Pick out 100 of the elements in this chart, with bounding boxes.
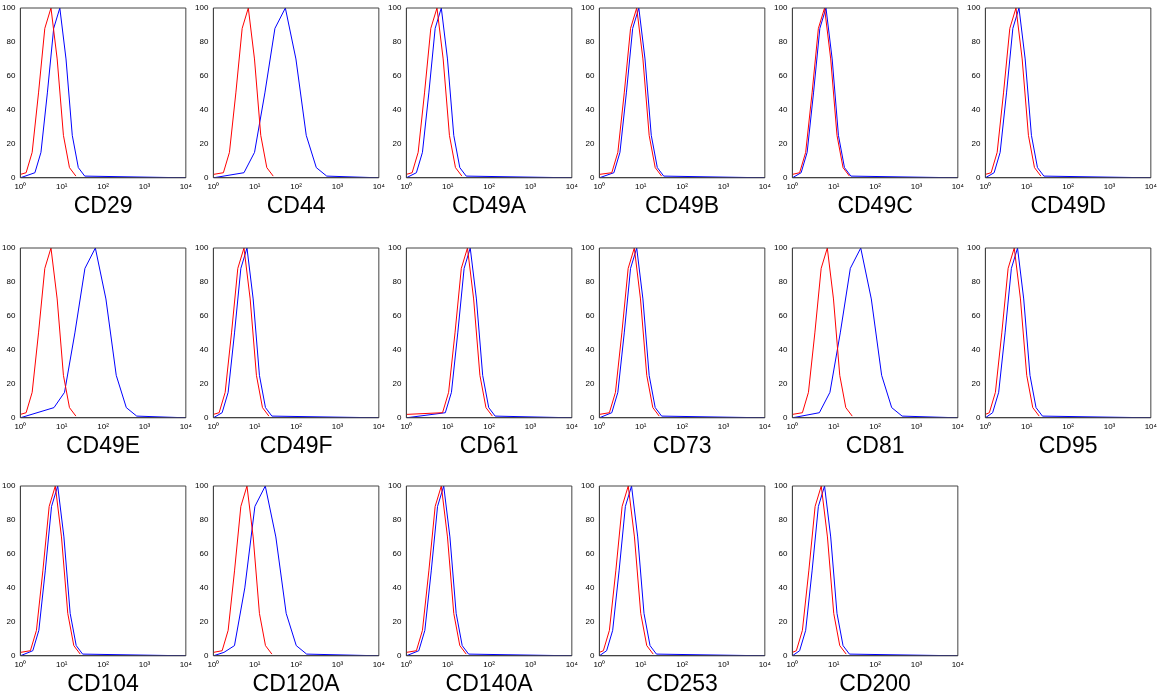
- x-tick-label: 10⁴: [565, 181, 579, 191]
- y-tick-label: 60: [6, 549, 16, 559]
- x-tick-label: 10³: [524, 421, 537, 431]
- x-tick-label: 10⁰: [14, 421, 27, 431]
- y-tick-label: 60: [971, 311, 981, 321]
- y-tick-label: 100: [387, 243, 402, 253]
- x-tick-label: 10³: [524, 181, 537, 191]
- y-tick-label: 80: [585, 515, 595, 525]
- y-tick-label: 0: [782, 413, 788, 422]
- x-tick-label: 10²: [676, 181, 689, 191]
- y-tick-label: 20: [585, 617, 595, 627]
- y-tick-label: 60: [392, 71, 402, 81]
- y-tick-label: 100: [1, 243, 16, 253]
- x-tick-label: 10⁴: [179, 659, 193, 669]
- y-tick-label: 60: [585, 311, 595, 321]
- y-tick-label: 0: [782, 651, 788, 660]
- x-tick-label: 10²: [1062, 181, 1075, 191]
- y-tick-label: 80: [6, 515, 16, 525]
- y-tick-label: 40: [778, 583, 788, 593]
- x-tick-label: 10¹: [634, 659, 647, 669]
- x-tick-label: 10²: [483, 181, 496, 191]
- x-axis-title: CD49F: [259, 431, 333, 458]
- x-tick-label: 10⁴: [372, 659, 386, 669]
- y-tick-label: 100: [194, 481, 209, 491]
- x-tick-label: 10⁰: [14, 659, 27, 669]
- x-axis-title: CD49C: [837, 191, 913, 218]
- x-tick-label: 10³: [138, 181, 151, 191]
- x-tick-label: 10¹: [634, 181, 647, 191]
- x-tick-label: 10¹: [55, 659, 68, 669]
- y-tick-label: 40: [6, 583, 16, 593]
- y-tick-label: 0: [203, 173, 209, 182]
- y-tick-label: 40: [585, 105, 595, 115]
- x-tick-label: 10⁴: [758, 659, 772, 669]
- y-tick-label: 80: [971, 37, 981, 47]
- y-tick-label: 80: [199, 37, 209, 47]
- y-tick-label: 20: [199, 617, 209, 627]
- y-tick-label: 80: [971, 277, 981, 287]
- x-tick-label: 10⁴: [1144, 421, 1158, 431]
- y-tick-label: 20: [392, 617, 402, 627]
- y-tick-label: 20: [971, 139, 981, 149]
- y-tick-label: 60: [778, 311, 788, 321]
- x-tick-label: 10⁰: [593, 181, 606, 191]
- x-tick-label: 10⁴: [951, 181, 965, 191]
- y-tick-label: 40: [199, 583, 209, 593]
- y-tick-label: 0: [782, 173, 788, 182]
- y-tick-label: 60: [585, 549, 595, 559]
- x-tick-label: 10²: [869, 659, 882, 669]
- y-tick-label: 100: [580, 3, 595, 13]
- x-tick-label: 10³: [331, 421, 344, 431]
- x-tick-label: 10⁰: [593, 421, 606, 431]
- x-tick-label: 10¹: [1020, 181, 1033, 191]
- y-tick-label: 20: [778, 379, 788, 389]
- y-tick-label: 40: [971, 105, 981, 115]
- y-tick-label: 40: [392, 345, 402, 355]
- x-axis-title: CD81: [845, 431, 905, 458]
- x-tick-label: 10²: [290, 421, 303, 431]
- x-axis-title: CD49E: [66, 431, 141, 458]
- x-tick-label: 10⁰: [207, 421, 220, 431]
- x-tick-label: 10¹: [441, 659, 454, 669]
- x-tick-label: 10³: [524, 659, 537, 669]
- y-tick-label: 60: [199, 311, 209, 321]
- y-tick-label: 60: [392, 549, 402, 559]
- y-tick-label: 100: [773, 481, 788, 491]
- y-tick-label: 100: [773, 243, 788, 253]
- y-tick-label: 20: [585, 139, 595, 149]
- x-tick-label: 10²: [869, 181, 882, 191]
- x-tick-label: 10⁴: [758, 181, 772, 191]
- y-tick-label: 60: [199, 549, 209, 559]
- y-tick-label: 20: [585, 379, 595, 389]
- y-tick-label: 20: [392, 139, 402, 149]
- y-tick-label: 0: [396, 413, 402, 422]
- x-tick-label: 10¹: [441, 421, 454, 431]
- x-tick-label: 10²: [483, 421, 496, 431]
- y-tick-label: 80: [392, 515, 402, 525]
- y-tick-label: 0: [589, 651, 595, 660]
- y-tick-label: 40: [585, 583, 595, 593]
- y-tick-label: 0: [975, 173, 981, 182]
- x-axis-title: CD49D: [1030, 191, 1106, 218]
- y-tick-label: 0: [975, 413, 981, 422]
- x-tick-label: 10¹: [441, 181, 454, 191]
- x-tick-label: 10⁰: [786, 181, 799, 191]
- y-tick-label: 20: [199, 379, 209, 389]
- x-axis-title: CD200: [839, 669, 911, 696]
- y-tick-label: 80: [392, 277, 402, 287]
- x-tick-label: 10²: [290, 659, 303, 669]
- y-tick-label: 20: [778, 139, 788, 149]
- y-tick-label: 20: [6, 617, 16, 627]
- x-tick-label: 10⁰: [786, 659, 799, 669]
- y-tick-label: 100: [1, 481, 16, 491]
- x-axis-title: CD253: [646, 669, 718, 696]
- x-tick-label: 10⁰: [400, 181, 413, 191]
- y-tick-label: 20: [778, 617, 788, 627]
- y-tick-label: 100: [1, 3, 16, 13]
- y-tick-label: 20: [971, 379, 981, 389]
- x-tick-label: 10³: [1103, 421, 1116, 431]
- y-tick-label: 60: [778, 549, 788, 559]
- y-tick-label: 0: [589, 413, 595, 422]
- x-tick-label: 10²: [97, 421, 110, 431]
- y-tick-label: 100: [580, 481, 595, 491]
- x-axis-title: CD140A: [445, 669, 534, 696]
